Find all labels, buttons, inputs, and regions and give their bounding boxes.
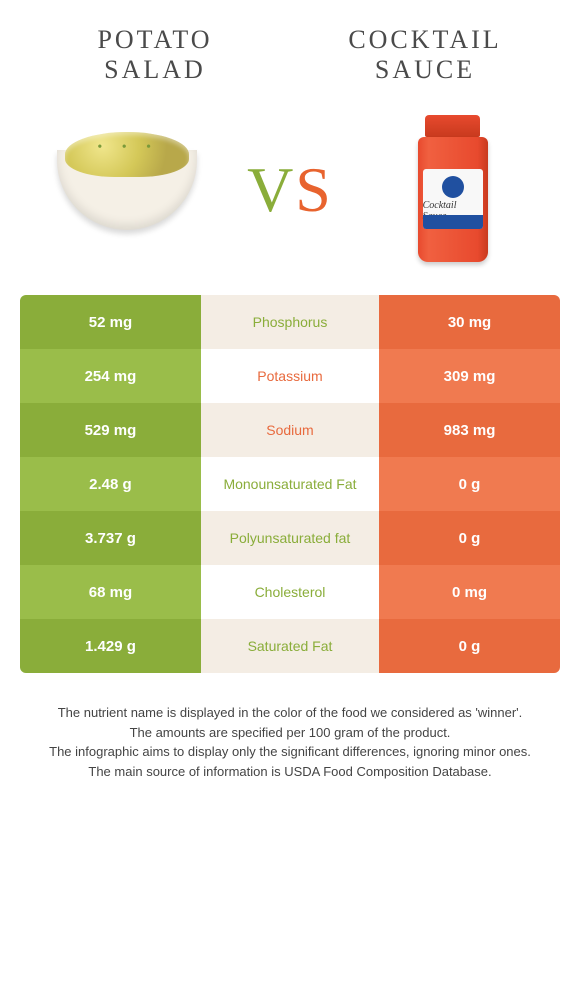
left-value: 529 mg: [20, 403, 201, 457]
comparison-table: 52 mgPhosphorus30 mg254 mgPotassium309 m…: [20, 295, 560, 673]
right-value: 983 mg: [379, 403, 560, 457]
table-row: 529 mgSodium983 mg: [20, 403, 560, 457]
sauce-jar-icon: Cocktail Sauce: [415, 115, 490, 265]
right-food-name-1: Cocktail: [348, 25, 501, 54]
footer-notes: The nutrient name is displayed in the co…: [0, 673, 580, 801]
left-value: 68 mg: [20, 565, 201, 619]
right-food-image: Cocktail Sauce: [378, 115, 528, 265]
nutrient-name: Polyunsaturated fat: [201, 511, 379, 565]
right-value: 309 mg: [379, 349, 560, 403]
table-row: 2.48 gMonounsaturated Fat0 g: [20, 457, 560, 511]
right-value: 30 mg: [379, 295, 560, 349]
left-food-image: [52, 115, 202, 265]
nutrient-name: Saturated Fat: [201, 619, 379, 673]
footer-line: The main source of information is USDA F…: [20, 762, 560, 782]
table-row: 1.429 gSaturated Fat0 g: [20, 619, 560, 673]
right-value: 0 g: [379, 511, 560, 565]
left-value: 52 mg: [20, 295, 201, 349]
table-row: 3.737 gPolyunsaturated fat0 g: [20, 511, 560, 565]
nutrient-name: Phosphorus: [201, 295, 379, 349]
nutrient-name: Monounsaturated Fat: [201, 457, 379, 511]
right-food-title: Cocktail sauce: [304, 25, 547, 85]
images-row: VS Cocktail Sauce: [0, 95, 580, 295]
left-food-title: Potato salad: [34, 25, 277, 85]
left-value: 254 mg: [20, 349, 201, 403]
footer-line: The amounts are specified per 100 gram o…: [20, 723, 560, 743]
left-value: 3.737 g: [20, 511, 201, 565]
left-food-name-2: salad: [104, 55, 206, 84]
vs-s: S: [295, 154, 333, 225]
left-value: 2.48 g: [20, 457, 201, 511]
right-value: 0 g: [379, 619, 560, 673]
left-value: 1.429 g: [20, 619, 201, 673]
right-value: 0 mg: [379, 565, 560, 619]
footer-line: The infographic aims to display only the…: [20, 742, 560, 762]
right-value: 0 g: [379, 457, 560, 511]
vs-v: V: [247, 154, 295, 225]
table-row: 68 mgCholesterol0 mg: [20, 565, 560, 619]
footer-line: The nutrient name is displayed in the co…: [20, 703, 560, 723]
vs-label: VS: [247, 153, 333, 227]
table-row: 52 mgPhosphorus30 mg: [20, 295, 560, 349]
nutrient-name: Sodium: [201, 403, 379, 457]
header-row: Potato salad Cocktail sauce: [0, 0, 580, 95]
right-food-name-2: sauce: [375, 55, 475, 84]
nutrient-name: Potassium: [201, 349, 379, 403]
table-row: 254 mgPotassium309 mg: [20, 349, 560, 403]
left-food-name-1: Potato: [97, 25, 212, 54]
nutrient-name: Cholesterol: [201, 565, 379, 619]
salad-bowl-icon: [57, 150, 197, 230]
